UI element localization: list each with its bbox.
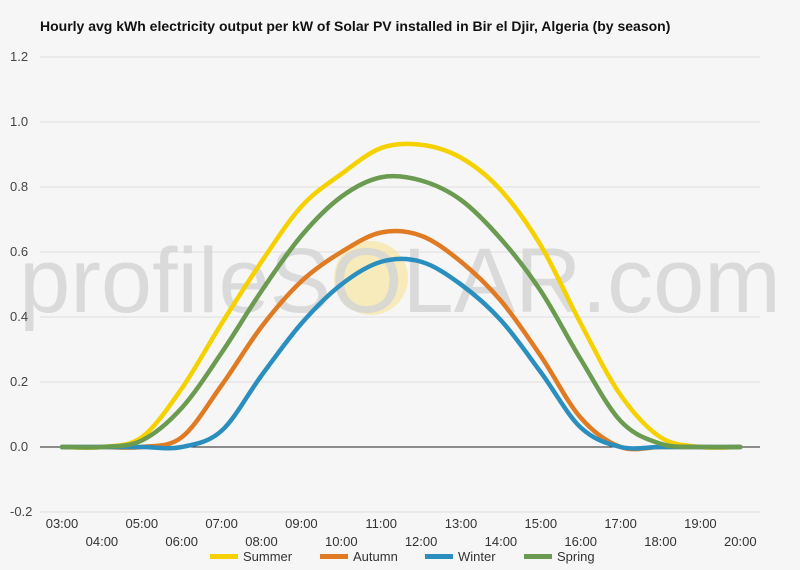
series-line-summer [59,141,743,450]
y-tick-label: -0.2 [10,504,32,519]
x-tick-label: 03:00 [46,516,79,531]
x-tick-label: 14:00 [485,534,518,548]
x-tick-label: 08:00 [245,534,278,548]
x-tick-label: 10:00 [325,534,358,548]
y-tick-label: 0.4 [10,309,28,324]
gridlines [40,56,760,513]
x-tick-label: 15:00 [525,516,558,531]
legend-swatch [320,554,348,559]
y-tick-label: 0.8 [10,179,28,194]
x-tick-label: 19:00 [684,516,717,531]
y-tick-label: 1.2 [10,49,28,64]
watermark: profileSOLAR.com [19,230,781,332]
x-tick-label: 07:00 [205,516,238,531]
y-tick-label: 0.6 [10,244,28,259]
x-tick-label: 05:00 [126,516,159,531]
legend-swatch [524,554,552,559]
legend-item-autumn: Autumn [320,549,398,564]
x-tick-label: 18:00 [644,534,677,548]
legend-label: Spring [557,549,595,564]
legend: Summer Autumn Winter Spring [0,549,800,569]
series-line-spring [59,173,743,450]
x-tick-label: 04:00 [86,534,119,548]
legend-label: Summer [243,549,293,564]
x-tick-label: 13:00 [445,516,478,531]
x-tick-label: 06:00 [165,534,198,548]
y-tick-label: 0.2 [10,374,28,389]
legend-label: Autumn [353,549,398,564]
legend-item-spring: Spring [524,549,595,564]
x-tick-label: 12:00 [405,534,438,548]
legend-item-summer: Summer [210,549,292,564]
x-tick-label: 16:00 [564,534,597,548]
series-lines [59,141,743,452]
series-line-winter [59,256,743,451]
legend-label: Winter [458,549,496,564]
watermark-text: profileSOLAR.com [19,230,781,332]
y-tick-label: 1.0 [10,114,28,129]
x-tick-label: 09:00 [285,516,318,531]
legend-swatch [425,554,453,559]
y-tick-label: 0.0 [10,439,28,454]
chart-title: Hourly avg kWh electricity output per kW… [40,18,671,34]
axes: 1.2 1.0 0.8 0.6 0.4 0.2 0.0 -0.2 03:00 04:00 05:00… [10,49,760,548]
legend-swatch [210,554,238,559]
x-tick-label: 17:00 [604,516,637,531]
x-tick-label: 11:00 [365,516,397,531]
x-tick-label: 20:00 [724,534,757,548]
legend-item-winter: Winter [425,549,496,564]
chart-plot: profileSOLAR.com 1.2 1.0 0.8 0.6 0.4 0.2 0.0 -0… [10,49,781,548]
